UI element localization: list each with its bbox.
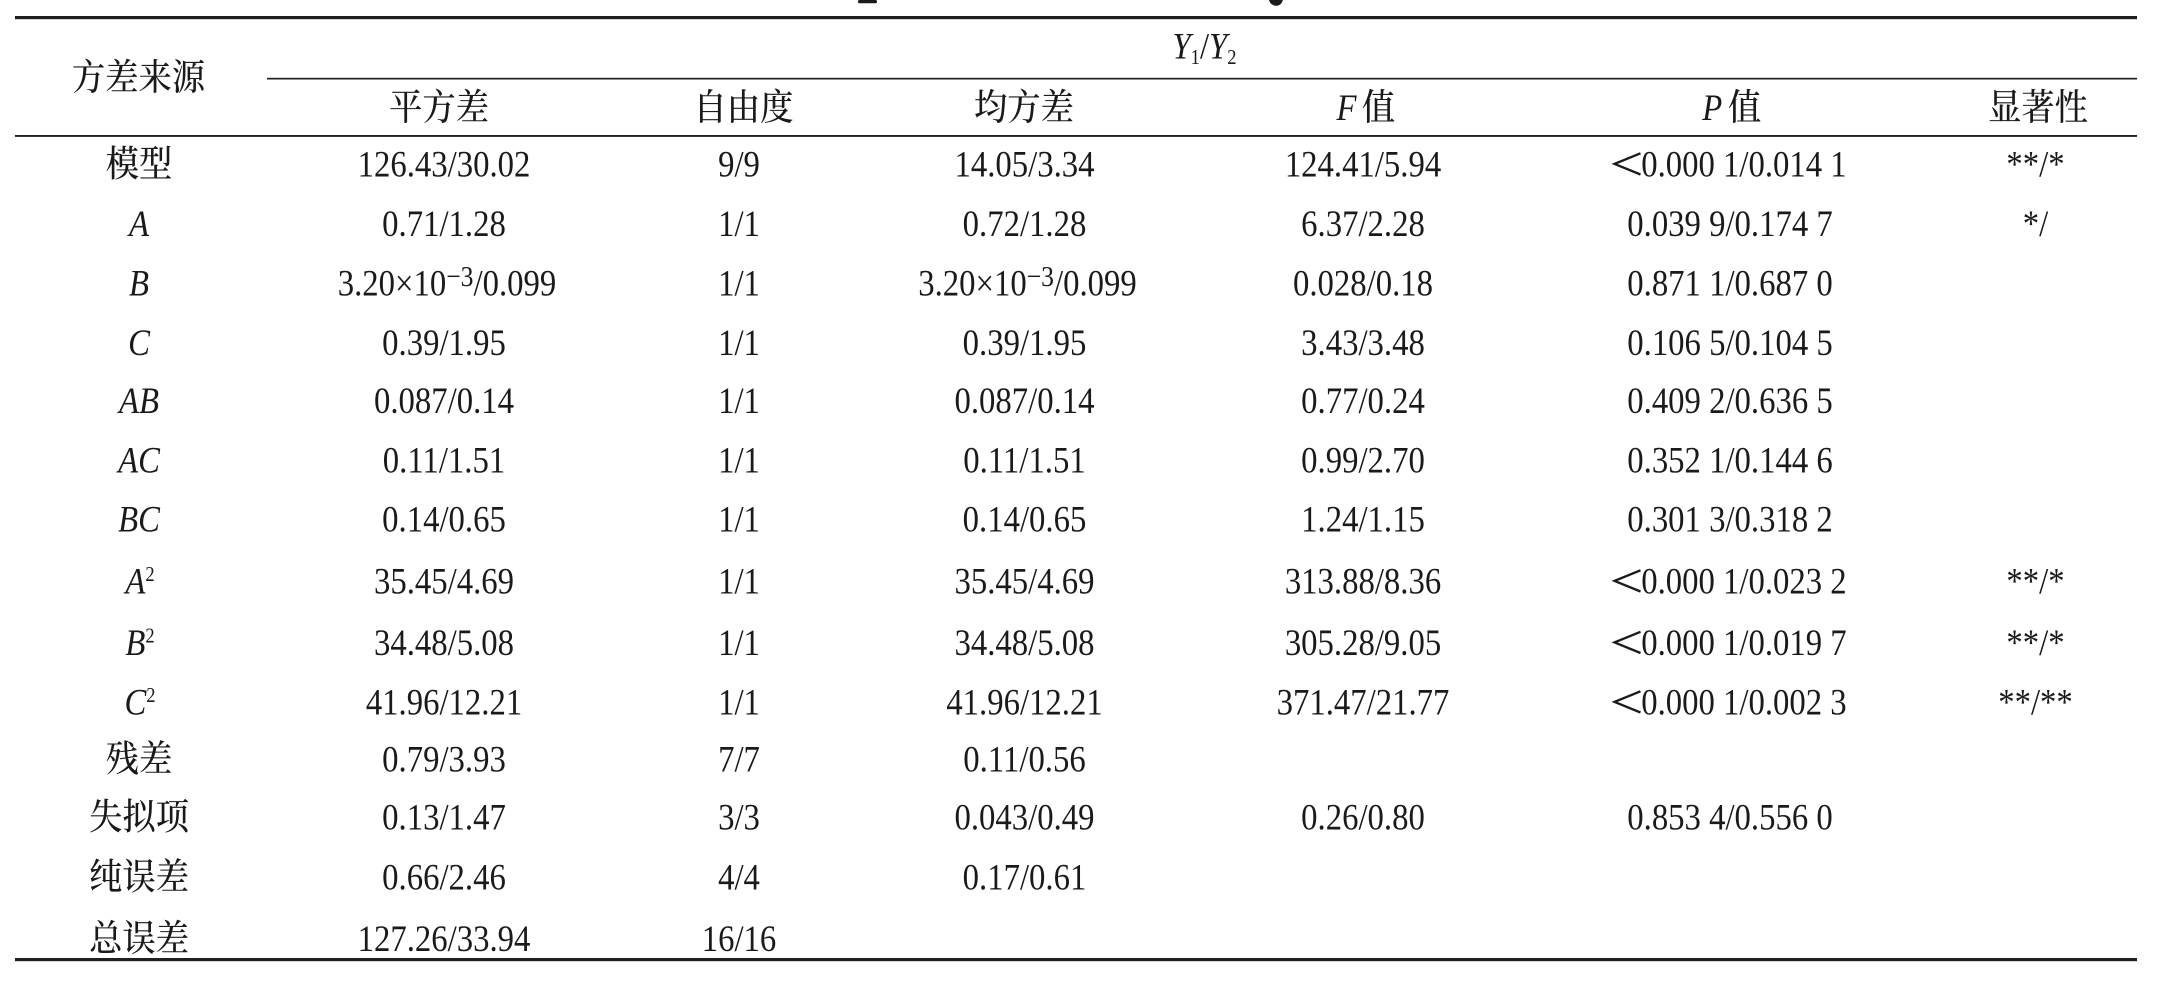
svg-text:AC: AC xyxy=(116,440,160,481)
svg-text:0.000 1/0.014 1: 0.000 1/0.014 1 xyxy=(1641,144,1846,185)
svg-text:0.39/1.95: 0.39/1.95 xyxy=(382,322,506,363)
svg-text:0.039 9/0.174 7: 0.039 9/0.174 7 xyxy=(1627,203,1832,244)
svg-text:F: F xyxy=(1336,87,1358,128)
svg-text:1/1: 1/1 xyxy=(718,561,760,602)
svg-text:127.26/33.94: 127.26/33.94 xyxy=(358,918,531,959)
svg-text:126.43/30.02: 126.43/30.02 xyxy=(358,144,531,185)
svg-text:0.66/2.46: 0.66/2.46 xyxy=(382,857,506,898)
svg-text:0.043/0.49: 0.043/0.49 xyxy=(954,797,1094,838)
svg-text:305.28/9.05: 305.28/9.05 xyxy=(1285,622,1441,663)
svg-text:0.72/1.28: 0.72/1.28 xyxy=(963,203,1087,244)
svg-text:3/3: 3/3 xyxy=(718,797,760,838)
svg-text:AB: AB xyxy=(117,380,159,421)
svg-text:B: B xyxy=(129,263,149,304)
svg-text:0.301 3/0.318 2: 0.301 3/0.318 2 xyxy=(1627,499,1832,540)
svg-text:*/: */ xyxy=(2023,203,2049,244)
svg-text:14.05/3.34: 14.05/3.34 xyxy=(954,144,1094,185)
svg-text:41.96/12.21: 41.96/12.21 xyxy=(366,682,522,723)
svg-text:0.14/0.65: 0.14/0.65 xyxy=(382,499,506,540)
svg-text:B2: B2 xyxy=(125,622,154,663)
svg-text:0.409 2/0.636 5: 0.409 2/0.636 5 xyxy=(1627,380,1832,421)
svg-text:0.77/0.24: 0.77/0.24 xyxy=(1301,380,1425,421)
svg-text:0.853 4/0.556 0: 0.853 4/0.556 0 xyxy=(1627,797,1832,838)
svg-text:0.71/1.28: 0.71/1.28 xyxy=(382,203,506,244)
svg-text:A: A xyxy=(127,203,149,244)
svg-text:0.087/0.14: 0.087/0.14 xyxy=(374,380,514,421)
svg-text:0.79/3.93: 0.79/3.93 xyxy=(382,739,506,780)
svg-text:16/16: 16/16 xyxy=(702,918,777,959)
svg-text:1/1: 1/1 xyxy=(718,380,760,421)
svg-text:3.20×10−3/0.099: 3.20×10−3/0.099 xyxy=(918,261,1137,304)
svg-text:**/*: **/* xyxy=(2006,561,2064,602)
svg-text:0.13/1.47: 0.13/1.47 xyxy=(382,797,506,838)
svg-text:4/4: 4/4 xyxy=(718,857,760,898)
svg-text:0.352 1/0.144 6: 0.352 1/0.144 6 xyxy=(1627,440,1832,481)
svg-text:**/*: **/* xyxy=(2006,144,2064,185)
svg-text:7/7: 7/7 xyxy=(718,739,760,780)
svg-text:0.028/0.18: 0.028/0.18 xyxy=(1293,263,1433,304)
svg-text:Y1/Y2: Y1/Y2 xyxy=(1172,26,1236,70)
svg-text:124.41/5.94: 124.41/5.94 xyxy=(1285,144,1441,185)
svg-text:34.48/5.08: 34.48/5.08 xyxy=(954,622,1094,663)
svg-text:0.000 1/0.023 2: 0.000 1/0.023 2 xyxy=(1641,561,1846,602)
svg-text:0.26/0.80: 0.26/0.80 xyxy=(1301,797,1425,838)
svg-text:0.39/1.95: 0.39/1.95 xyxy=(963,322,1087,363)
svg-text:**/*: **/* xyxy=(2006,622,2064,663)
svg-text:1/1: 1/1 xyxy=(718,682,760,723)
svg-text:6.37/2.28: 6.37/2.28 xyxy=(1301,203,1425,244)
svg-text:0.000 1/0.019 7: 0.000 1/0.019 7 xyxy=(1641,622,1846,663)
svg-text:35.45/4.69: 35.45/4.69 xyxy=(954,561,1094,602)
svg-text:41.96/12.21: 41.96/12.21 xyxy=(946,682,1102,723)
svg-text:1/1: 1/1 xyxy=(718,499,760,540)
svg-text:1/1: 1/1 xyxy=(718,322,760,363)
svg-text:1/1: 1/1 xyxy=(718,440,760,481)
svg-text:0.000 1/0.002 3: 0.000 1/0.002 3 xyxy=(1641,682,1846,723)
svg-text:0.106 5/0.104 5: 0.106 5/0.104 5 xyxy=(1627,322,1832,363)
svg-text:BC: BC xyxy=(118,499,160,540)
svg-text:0.11/1.51: 0.11/1.51 xyxy=(963,440,1085,481)
svg-text:1/1: 1/1 xyxy=(718,622,760,663)
svg-text:1/1: 1/1 xyxy=(718,263,760,304)
svg-text:3.20×10−3/0.099: 3.20×10−3/0.099 xyxy=(338,261,557,304)
svg-text:A2: A2 xyxy=(123,561,154,602)
svg-text:0.17/0.61: 0.17/0.61 xyxy=(963,857,1087,898)
svg-text:0.14/0.65: 0.14/0.65 xyxy=(963,499,1087,540)
svg-text:1.24/1.15: 1.24/1.15 xyxy=(1301,499,1425,540)
svg-text:C2: C2 xyxy=(124,682,155,723)
svg-text:0.99/2.70: 0.99/2.70 xyxy=(1301,440,1425,481)
svg-text:9/9: 9/9 xyxy=(718,144,760,185)
svg-text:0.087/0.14: 0.087/0.14 xyxy=(954,380,1094,421)
svg-text:35.45/4.69: 35.45/4.69 xyxy=(374,561,514,602)
svg-text:C: C xyxy=(128,322,150,363)
svg-text:0.11/1.51: 0.11/1.51 xyxy=(383,440,505,481)
svg-text:0.11/0.56: 0.11/0.56 xyxy=(963,739,1085,780)
svg-text:**/**: **/** xyxy=(1998,682,2073,723)
svg-text:0.871 1/0.687 0: 0.871 1/0.687 0 xyxy=(1627,263,1832,304)
svg-text:1/1: 1/1 xyxy=(718,203,760,244)
svg-text:371.47/21.77: 371.47/21.77 xyxy=(1277,682,1450,723)
svg-text:P: P xyxy=(1701,87,1722,128)
svg-text:34.48/5.08: 34.48/5.08 xyxy=(374,622,514,663)
svg-text:3.43/3.48: 3.43/3.48 xyxy=(1301,322,1425,363)
svg-text:313.88/8.36: 313.88/8.36 xyxy=(1285,561,1441,602)
